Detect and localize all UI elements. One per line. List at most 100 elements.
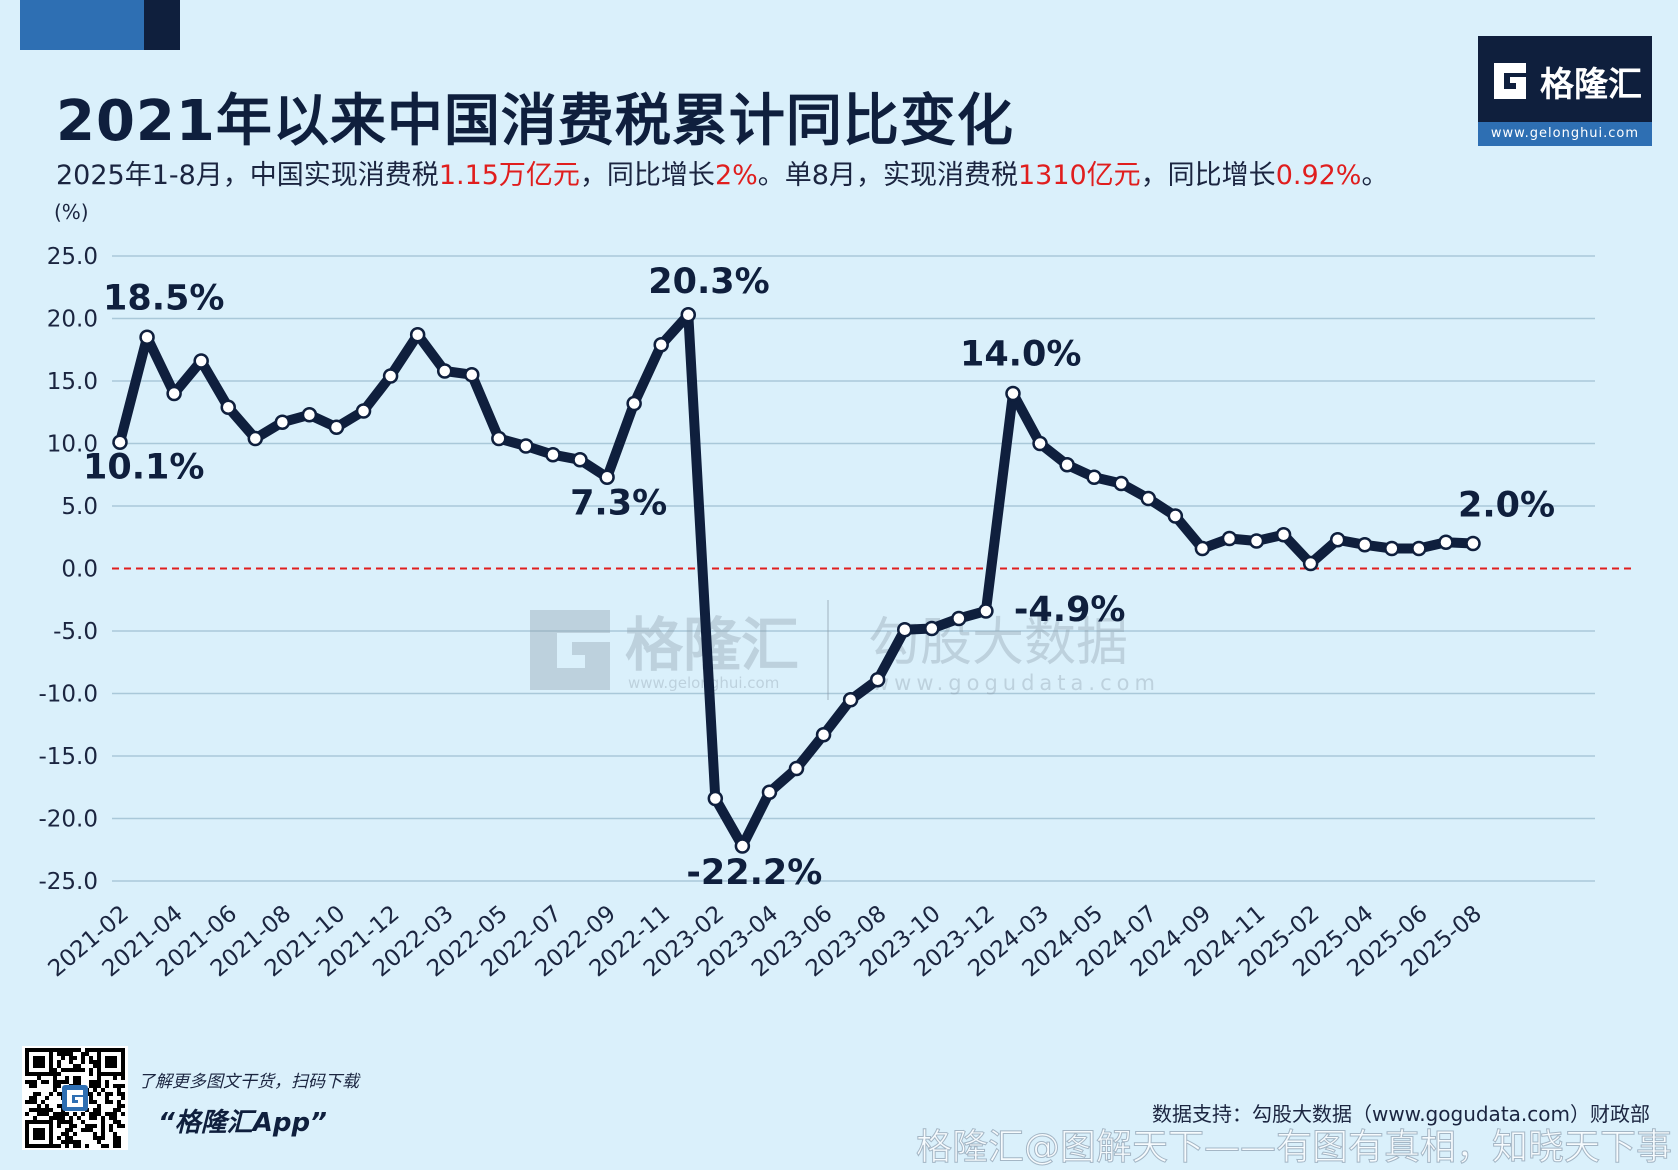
qr-module [97,1104,101,1108]
data-point [951,610,967,627]
qr-module [85,1128,89,1132]
qr-module [45,1096,49,1100]
data-point [328,419,345,435]
qr-module [113,1116,117,1120]
data-point [653,337,669,353]
qr-module [121,1096,125,1100]
logo-url: www.gelonghui.com [1478,122,1652,146]
qr-module [85,1144,89,1148]
top-accent-bar [20,0,144,50]
qr-module [61,1116,65,1120]
qr-module [73,1048,77,1052]
qr-module [69,1124,73,1128]
qr-module [81,1056,85,1060]
qr-module [53,1116,57,1120]
qr-module [33,1084,37,1088]
qr-module [101,1128,105,1132]
qr-module [61,1080,65,1084]
logo-name: 格隆汇 [1540,64,1642,105]
qr-module [73,1140,77,1144]
x-axis-ticks: 2021-022021-042021-062021-082021-102021-… [44,901,1487,983]
qr-module [117,1124,121,1128]
qr-module [117,1108,121,1112]
qr-module [57,1072,61,1076]
data-point [1005,385,1021,402]
data-point [761,784,778,800]
data-point [1248,533,1265,549]
qr-module [69,1128,73,1132]
qr-module [73,1124,77,1128]
qr-module [93,1116,97,1120]
qr-module [81,1120,85,1124]
top-accent-block [144,0,180,50]
data-point [1140,490,1157,507]
qr-module [61,1140,65,1144]
data-point [1357,537,1373,553]
qr-module [57,1092,61,1096]
qr-module [49,1092,53,1096]
qr-module [61,1112,65,1116]
qr-code[interactable] [22,1046,128,1150]
qr-module [61,1068,65,1072]
qr-module [69,1052,73,1056]
qr-module [89,1056,93,1060]
qr-module [109,1124,113,1128]
data-point [409,327,426,343]
qr-module [113,1112,117,1116]
qr-module [29,1096,33,1100]
y-tick-label: 5.0 [61,494,98,520]
qr-module [45,1108,49,1112]
data-label: 2.0% [1458,486,1555,526]
qr-module [41,1108,45,1112]
qr-module [69,1068,73,1072]
data-point [680,307,697,323]
qr-module [53,1068,57,1072]
qr-module [101,1124,105,1128]
subtitle-highlight: 0.92% [1275,160,1362,191]
qr-module [101,1088,105,1092]
qr-module [101,1144,105,1148]
data-point [1302,555,1319,572]
qr-module [53,1088,57,1092]
subtitle-text: 。 [1361,160,1389,191]
data-point [572,452,588,468]
qr-module [53,1072,57,1076]
brand-logo[interactable]: 格隆汇 www.gelonghui.com [1478,36,1652,146]
data-point [707,790,724,807]
qr-module [69,1048,73,1052]
data-point [491,430,507,447]
qr-module [89,1068,93,1072]
data-point [166,385,182,402]
qr-module [65,1112,69,1116]
qr-module [41,1080,45,1084]
qr-module [73,1080,77,1084]
data-label: 7.3% [570,483,667,523]
gelonghui-logo-icon [1494,63,1526,99]
qr-module [97,1092,101,1096]
qr-module [77,1144,81,1148]
data-point [1411,540,1427,557]
qr-module [69,1060,73,1064]
qr-module [97,1140,101,1144]
data-point [1194,540,1211,557]
qr-module [97,1084,101,1088]
data-point [1438,534,1454,550]
qr-module [77,1140,81,1144]
data-point [815,727,832,743]
qr-module [117,1140,121,1144]
qr-module [65,1136,69,1140]
data-point [788,760,805,777]
qr-module [101,1120,105,1124]
data-point [1465,535,1481,552]
data-point [382,368,399,384]
qr-module [113,1076,117,1080]
qr-module [109,1112,113,1116]
qr-module [41,1100,45,1104]
y-axis-ticks: 25.0 20.0 15.0 10.0 5.0 0.0 -5.0 -10.0 -15.0 -20.… [38,244,98,895]
data-point [139,329,155,345]
promo-text: 了解更多图文干货，扫码下载 [138,1072,359,1092]
qr-module [89,1048,93,1052]
series-points [112,307,1481,854]
data-point [436,363,453,379]
